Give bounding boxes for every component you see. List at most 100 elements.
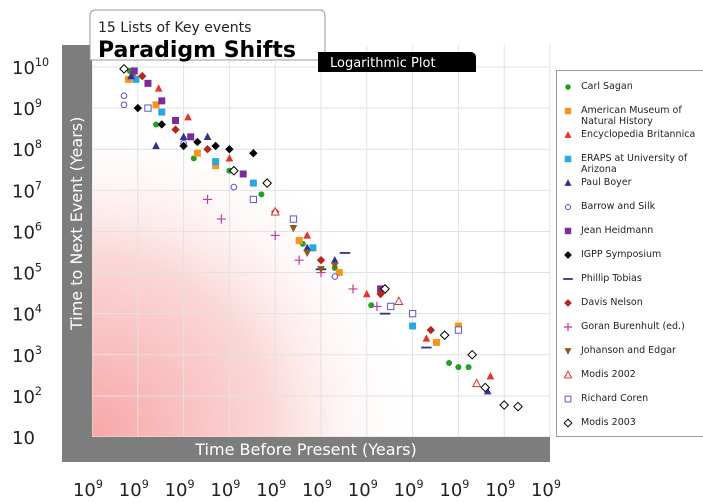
legend-label: Jean Heidmann: [581, 225, 703, 236]
legend-swatch: [563, 226, 573, 236]
tick-exponent: 9: [508, 478, 515, 491]
legend-marker: [564, 323, 572, 331]
legend-swatch: [563, 274, 573, 284]
tick-label: 102: [12, 385, 42, 408]
legend-entry: Encyclopedia Britannica: [563, 129, 703, 140]
tick-exponent: 9: [279, 478, 286, 491]
tick-label: 109: [485, 478, 515, 501]
legend-marker: [564, 419, 572, 427]
tick-label: 105: [12, 262, 42, 285]
tick-exponent: 9: [416, 478, 423, 491]
tick-base: 10: [12, 222, 35, 243]
tick-base: 10: [348, 480, 371, 501]
point: [455, 327, 461, 333]
tick-base: 10: [394, 480, 417, 501]
tick-base: 10: [12, 99, 35, 120]
point: [466, 364, 472, 370]
legend-marker: [564, 348, 571, 355]
point: [250, 196, 256, 202]
legend-entry: Phillip Tobias: [563, 273, 703, 284]
legend-entry: Modis 2002: [563, 369, 703, 380]
tick-base: 10: [12, 428, 35, 449]
tick-base: 10: [302, 480, 325, 501]
legend-label: Davis Nelson: [581, 297, 703, 308]
tick-label: 109: [348, 478, 378, 501]
point: [250, 180, 257, 187]
legend-swatch: [563, 322, 573, 332]
tick-base: 10: [12, 58, 35, 79]
point: [158, 109, 165, 116]
legend-swatch: [563, 82, 573, 92]
x-axis-label: Time Before Present (Years): [194, 440, 416, 459]
page: Time to Next Event (Years) Time Before P…: [0, 0, 703, 503]
legend-swatch: [563, 154, 573, 164]
legend-label: Barrow and Silk: [581, 201, 703, 212]
tick-label: 109: [256, 478, 286, 501]
tick-base: 10: [12, 346, 35, 367]
tick-base: 10: [485, 480, 508, 501]
tick-exponent: 8: [35, 138, 42, 151]
legend-label: Johanson and Edgar: [581, 345, 703, 356]
tick-label: 104: [12, 303, 42, 326]
tick-base: 10: [119, 480, 142, 501]
point: [187, 133, 194, 140]
legend-label: Goran Burenhult (ed.): [581, 321, 703, 332]
tick-base: 10: [256, 480, 279, 501]
legend-entry: Modis 2003: [563, 417, 703, 428]
tick-label: 109: [302, 478, 332, 501]
tick-base: 10: [531, 480, 554, 501]
point: [194, 150, 201, 157]
legend-label: Encyclopedia Britannica: [581, 129, 703, 140]
tick-exponent: 9: [554, 478, 561, 491]
point: [332, 274, 338, 280]
legend-swatch: [563, 298, 573, 308]
chart-title: Paradigm Shifts: [98, 38, 296, 63]
legend-label: American Museum of Natural History: [581, 105, 703, 127]
tick-label: 109: [119, 478, 149, 501]
legend-marker: [564, 179, 571, 186]
legend-marker: [565, 108, 571, 114]
point: [409, 311, 415, 317]
tick-label: 109: [439, 478, 469, 501]
legend-label: Carl Sagan: [581, 81, 703, 92]
legend-marker: [565, 204, 570, 209]
legend-entry: American Museum of Natural History: [563, 105, 703, 127]
point: [212, 158, 219, 165]
point: [158, 97, 165, 104]
point: [290, 216, 296, 222]
point: [172, 117, 179, 124]
tick-label: 109: [12, 97, 42, 120]
point: [446, 360, 452, 366]
legend-swatch: [563, 418, 573, 428]
tick-label: 108: [12, 138, 42, 161]
tick-label: 107: [12, 179, 42, 202]
point: [121, 102, 127, 108]
tick-exponent: 5: [35, 262, 42, 275]
legend-entry: Carl Sagan: [563, 81, 703, 92]
tick-label: 109: [531, 478, 561, 501]
tick-label: 109: [73, 478, 103, 501]
legend-entry: Richard Coren: [563, 393, 703, 404]
tick-exponent: 9: [325, 478, 332, 491]
y-axis-label: Time to Next Event (Years): [67, 117, 86, 331]
legend-swatch: [563, 250, 573, 260]
tick-label: 109: [210, 478, 240, 501]
point: [368, 302, 374, 308]
legend-swatch: [563, 106, 573, 116]
tick-exponent: 7: [35, 179, 42, 192]
tick-label: 1010: [12, 56, 49, 79]
tick-base: 10: [439, 480, 462, 501]
legend-marker: [564, 251, 572, 259]
legend-entry: Jean Heidmann: [563, 225, 703, 236]
legend-swatch: [563, 394, 573, 404]
header: 15 Lists of Key events: [98, 20, 251, 36]
tick-exponent: 10: [35, 56, 49, 69]
legend-label: ERAPS at University of Arizona: [581, 153, 703, 175]
tick-label: 109: [165, 478, 195, 501]
legend-swatch: [563, 130, 573, 140]
legend-entry: ERAPS at University of Arizona: [563, 153, 703, 175]
legend-entry: Davis Nelson: [563, 297, 703, 308]
legend-swatch: [563, 346, 573, 356]
legend-swatch: [563, 178, 573, 188]
point: [388, 303, 394, 309]
